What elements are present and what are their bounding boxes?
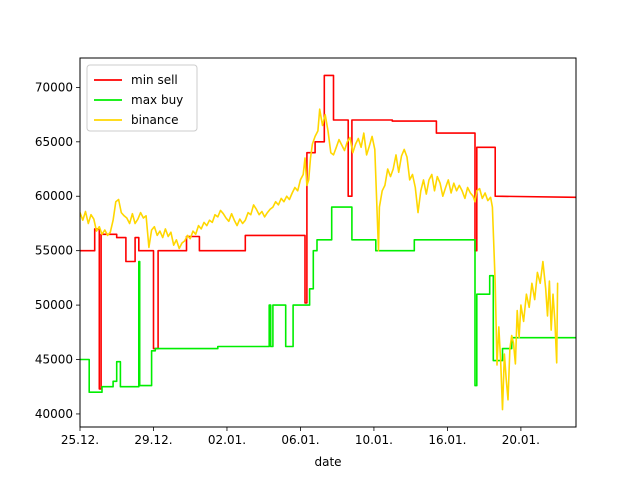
x-tick-label: 29.12. [134,433,172,447]
series-layer [80,74,576,411]
legend-label: binance [131,113,179,127]
legend-label: max buy [131,93,183,107]
y-tick-label: 55000 [35,244,73,258]
y-tick-label: 50000 [35,298,73,312]
y-tick-label: 65000 [35,135,73,149]
x-tick-label: 25.12. [61,433,99,447]
series-line-min-sell [80,74,576,390]
y-tick-label: 60000 [35,189,73,203]
y-tick-label: 40000 [35,407,73,421]
x-tick-label: 20.01. [502,433,540,447]
x-tick-label: 02.01. [208,433,246,447]
x-tick-label: 06.01. [281,433,319,447]
y-tick-label: 45000 [35,353,73,367]
legend-label: min sell [131,73,178,87]
axes-frame [79,57,577,428]
y-tick-label: 70000 [35,80,73,94]
series-line-binance [80,108,559,411]
legend: min sell max buy binance [86,64,198,132]
x-tick-label: 10.01. [355,433,393,447]
x-axis-label: date [314,455,341,469]
series-line-max-buy [80,206,576,393]
ticks-layer: 25.12. 29.12. 02.01. 06.01. 10.01. 16.01. 20.0… [35,80,540,447]
legend-box [86,64,198,132]
x-tick-label: 16.01. [428,433,466,447]
